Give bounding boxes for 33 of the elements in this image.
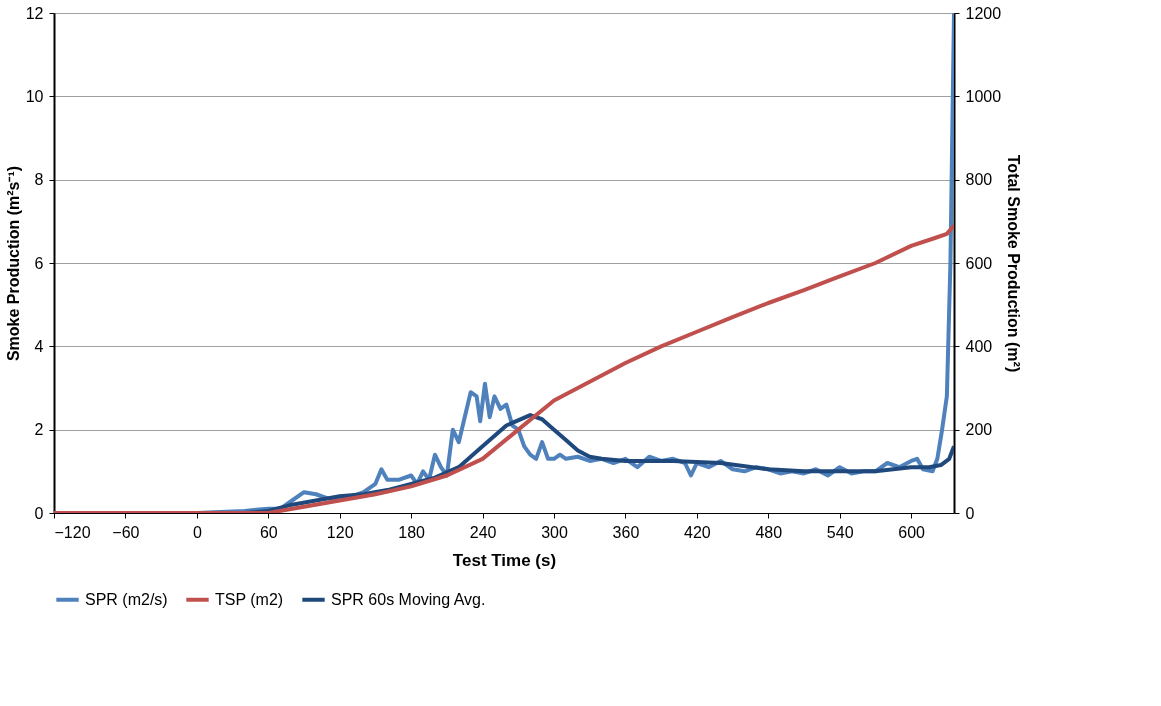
y-tick-label: 2 <box>34 421 44 439</box>
y2-axis-title: Total Smoke Production (m²) <box>1005 154 1023 373</box>
x-tick-label: 360 <box>612 523 640 541</box>
y-tick-label: 8 <box>34 171 44 189</box>
y-tick-label: 4 <box>34 337 44 355</box>
x-tick-label: 420 <box>684 523 711 541</box>
x-tick-label: −120 <box>54 523 91 541</box>
y2-tick-label: 1000 <box>965 87 1002 105</box>
x-tick-label: 60 <box>259 523 278 541</box>
legend-label: SPR (m2/s) <box>85 590 168 608</box>
x-tick-label: 240 <box>469 523 497 541</box>
y-tick-label: 10 <box>25 87 44 105</box>
x-tick-label: −60 <box>112 523 140 541</box>
y2-tick-label: 1200 <box>965 4 1002 22</box>
y2-tick-label: 800 <box>965 171 993 189</box>
legend-label: SPR 60s Moving Avg. <box>331 590 486 608</box>
y2-tick-label: 600 <box>965 254 993 272</box>
y2-tick-label: 200 <box>965 421 993 439</box>
y-tick-label: 12 <box>25 4 44 22</box>
x-tick-label: 0 <box>192 523 202 541</box>
x-axis-title: Test Time (s) <box>452 550 557 570</box>
x-tick-label: 600 <box>898 523 926 541</box>
y-axis-title: Smoke Production (m²s⁻¹) <box>4 165 22 362</box>
x-tick-label: 120 <box>326 523 354 541</box>
legend-label: TSP (m2) <box>215 590 284 608</box>
y2-tick-label: 400 <box>965 337 993 355</box>
y-tick-label: 6 <box>34 254 44 272</box>
x-tick-label: 180 <box>398 523 426 541</box>
x-tick-label: 540 <box>826 523 854 541</box>
y-tick-label: 0 <box>34 504 44 522</box>
x-tick-label: 300 <box>541 523 568 541</box>
x-tick-label: 480 <box>755 523 783 541</box>
y2-tick-label: 0 <box>965 504 975 522</box>
